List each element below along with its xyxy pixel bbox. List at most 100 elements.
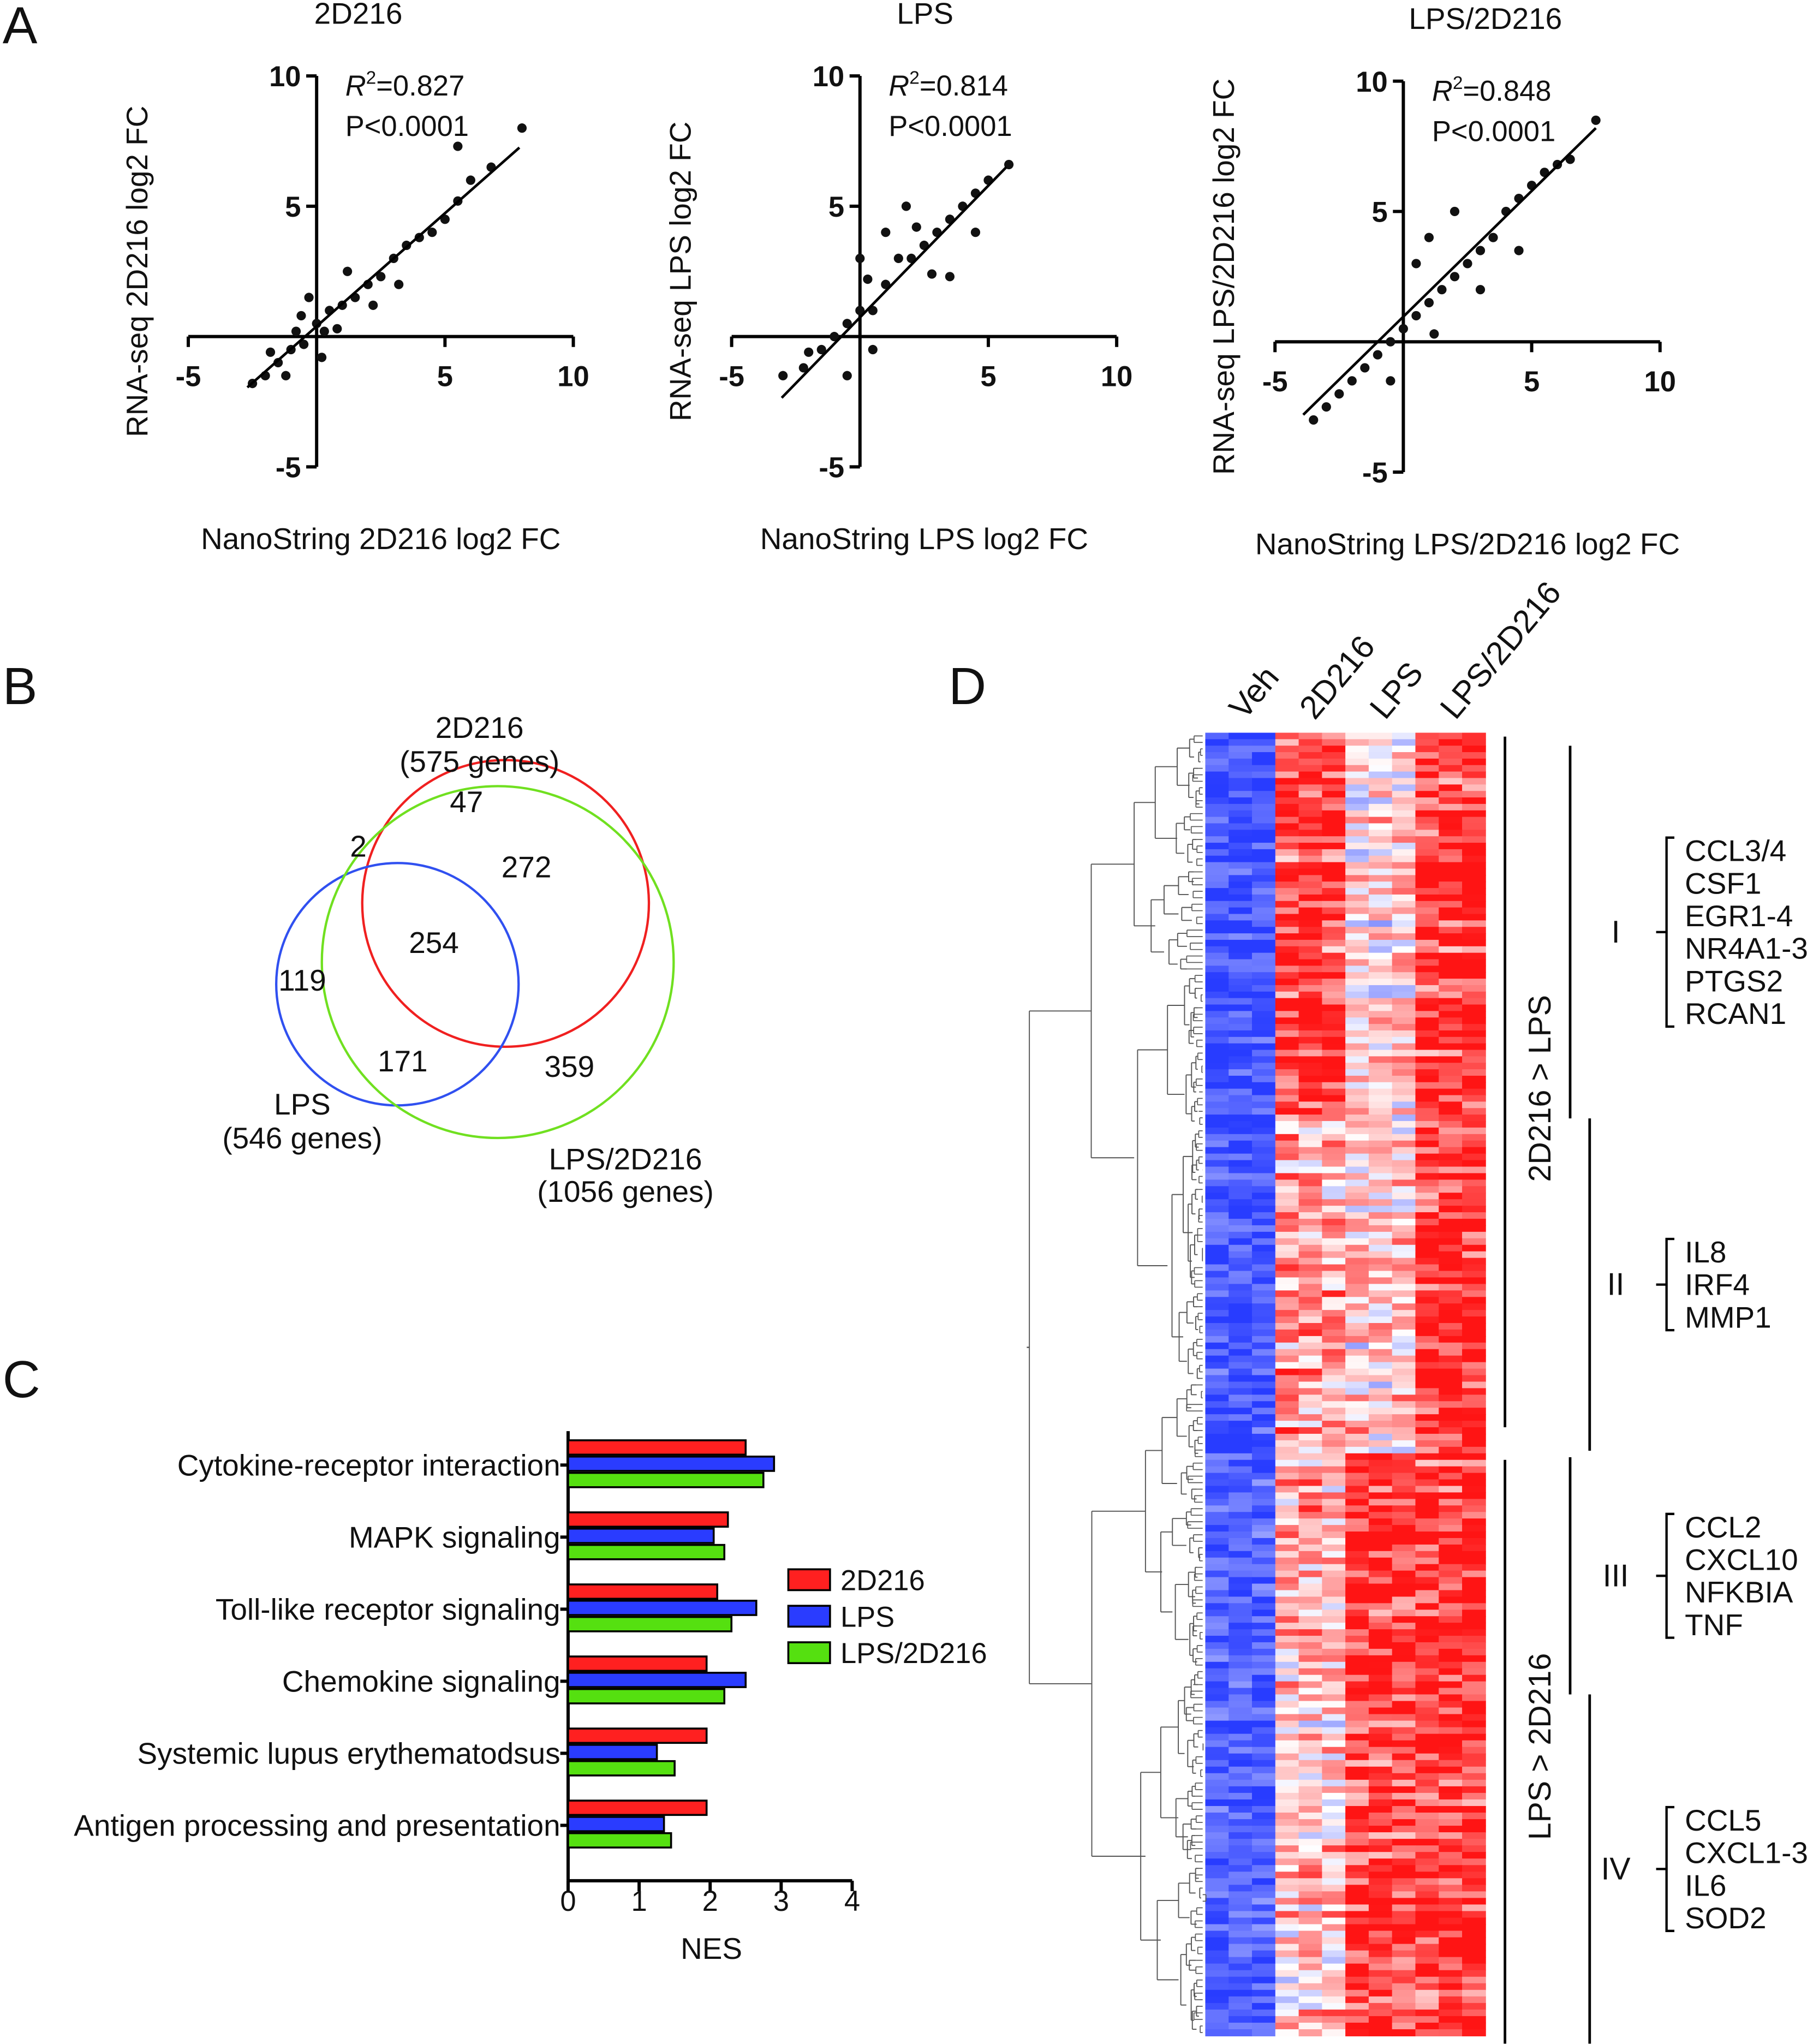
data-point bbox=[281, 371, 291, 380]
heatmap-cell bbox=[1205, 1368, 1230, 1376]
heatmap-cell bbox=[1439, 1473, 1463, 1480]
data-point bbox=[804, 347, 814, 357]
heatmap-cell bbox=[1439, 1056, 1463, 1064]
heatmap-cell bbox=[1462, 1017, 1486, 1025]
heatmap-cell bbox=[1298, 1140, 1323, 1148]
heatmap-cell bbox=[1322, 1963, 1346, 1971]
heatmap-cell bbox=[1415, 1095, 1440, 1103]
heatmap-cell bbox=[1345, 946, 1369, 954]
heatmap-cell bbox=[1415, 784, 1440, 792]
heatmap-cell bbox=[1462, 1564, 1486, 1571]
heatmap-cell bbox=[1228, 1872, 1253, 1879]
heatmap-cell bbox=[1205, 1648, 1230, 1656]
heatmap-cell bbox=[1322, 1362, 1346, 1369]
heatmap-cell bbox=[1275, 849, 1299, 856]
heatmap-cell bbox=[1462, 1773, 1486, 1780]
heatmap-cell bbox=[1462, 1134, 1486, 1141]
heatmap-cell bbox=[1298, 1557, 1323, 1565]
heatmap-cell bbox=[1415, 1799, 1440, 1807]
heatmap-cell bbox=[1392, 1642, 1416, 1649]
heatmap-cell bbox=[1322, 1499, 1346, 1506]
heatmap-cell bbox=[1392, 1826, 1416, 1833]
heatmap-cell bbox=[1345, 1244, 1369, 1252]
y-tick-label: -5 bbox=[276, 452, 301, 484]
heatmap-cell bbox=[1228, 1970, 1253, 1977]
heatmap-cell bbox=[1439, 1082, 1463, 1089]
heatmap-cell bbox=[1252, 1069, 1276, 1076]
heatmap-cell bbox=[1228, 1930, 1253, 1938]
heatmap-cell bbox=[1252, 1944, 1276, 1951]
heatmap-cell bbox=[1298, 1147, 1323, 1154]
heatmap-cell bbox=[1345, 810, 1369, 818]
heatmap-cell bbox=[1368, 1088, 1393, 1096]
heatmap-cell bbox=[1345, 803, 1369, 811]
heatmap-cell bbox=[1439, 1323, 1463, 1330]
heatmap-cell bbox=[1275, 1525, 1299, 1532]
heatmap-cell bbox=[1252, 1885, 1276, 1892]
heatmap-cell bbox=[1205, 1655, 1230, 1662]
heatmap-cell bbox=[1252, 1590, 1276, 1598]
heatmap-cell bbox=[1228, 739, 1253, 747]
heatmap-cell bbox=[1392, 1891, 1416, 1899]
heatmap-cell bbox=[1368, 927, 1393, 934]
x-tick-label: 10 bbox=[1101, 360, 1132, 392]
heatmap-cell bbox=[1415, 1473, 1440, 1480]
heatmap-cell bbox=[1415, 1839, 1440, 1846]
heatmap-cell bbox=[1368, 1499, 1393, 1506]
heatmap-cell bbox=[1462, 1661, 1486, 1669]
heatmap-cell bbox=[1228, 1720, 1253, 1728]
heatmap-cell bbox=[1392, 1153, 1416, 1161]
heatmap-cell bbox=[1275, 1258, 1299, 1265]
heatmap-cell bbox=[1275, 1264, 1299, 1272]
heatmap-cell bbox=[1368, 1930, 1393, 1938]
heatmap-cell bbox=[1368, 1826, 1393, 1833]
heatmap-cell bbox=[1439, 1349, 1463, 1356]
heatmap-cell bbox=[1228, 991, 1253, 999]
heatmap-cell bbox=[1322, 836, 1346, 844]
heatmap-cell bbox=[1345, 1342, 1369, 1350]
heatmap-cell bbox=[1205, 1531, 1230, 1539]
heatmap-cell bbox=[1462, 1944, 1486, 1951]
heatmap-cell bbox=[1298, 1694, 1323, 1702]
heatmap-cell bbox=[1462, 1440, 1486, 1447]
heatmap-cell bbox=[1228, 1466, 1253, 1474]
heatmap-cell bbox=[1462, 1898, 1486, 1905]
heatmap-cell bbox=[1228, 1004, 1253, 1012]
heatmap-cell bbox=[1298, 1440, 1323, 1447]
heatmap-cell bbox=[1415, 1832, 1440, 1840]
heatmap-cell bbox=[1205, 1792, 1230, 1800]
heatmap-cell bbox=[1275, 1323, 1299, 1330]
heatmap-cell bbox=[1439, 1355, 1463, 1363]
heatmap-cell bbox=[1252, 1017, 1276, 1025]
heatmap-cell bbox=[1298, 894, 1323, 902]
heatmap-cell bbox=[1228, 1193, 1253, 1200]
heatmap-cell bbox=[1462, 1570, 1486, 1578]
heatmap-cell bbox=[1392, 1388, 1416, 1396]
heatmap-cell bbox=[1205, 1760, 1230, 1767]
heatmap-cell bbox=[1252, 985, 1276, 992]
heatmap-cell bbox=[1205, 1297, 1230, 1304]
heatmap-cell bbox=[1345, 1819, 1369, 1827]
heatmap-cell bbox=[1228, 927, 1253, 934]
heatmap-cell bbox=[1415, 1069, 1440, 1076]
heatmap-cell bbox=[1462, 979, 1486, 986]
heatmap-cell bbox=[1205, 1924, 1230, 1932]
bar-lps bbox=[567, 1455, 776, 1472]
heatmap-cell bbox=[1462, 1362, 1486, 1369]
heatmap-cell bbox=[1415, 1852, 1440, 1860]
heatmap-cell bbox=[1345, 1297, 1369, 1304]
heatmap-cell bbox=[1228, 823, 1253, 831]
heatmap-cell bbox=[1298, 1323, 1323, 1330]
heatmap-cell bbox=[1415, 901, 1440, 908]
heatmap-cell bbox=[1322, 1996, 1346, 2004]
heatmap-cell bbox=[1415, 1258, 1440, 1265]
heatmap-cell bbox=[1439, 1596, 1463, 1604]
heatmap-cell bbox=[1345, 1492, 1369, 1500]
heatmap-cell bbox=[1298, 1095, 1323, 1103]
heatmap-cell bbox=[1252, 1199, 1276, 1207]
heatmap-cell bbox=[1392, 849, 1416, 856]
heatmap-cell bbox=[1345, 797, 1369, 805]
heatmap-cell bbox=[1439, 1963, 1463, 1971]
heatmap-cell bbox=[1298, 823, 1323, 831]
heatmap-cell bbox=[1322, 1115, 1346, 1122]
